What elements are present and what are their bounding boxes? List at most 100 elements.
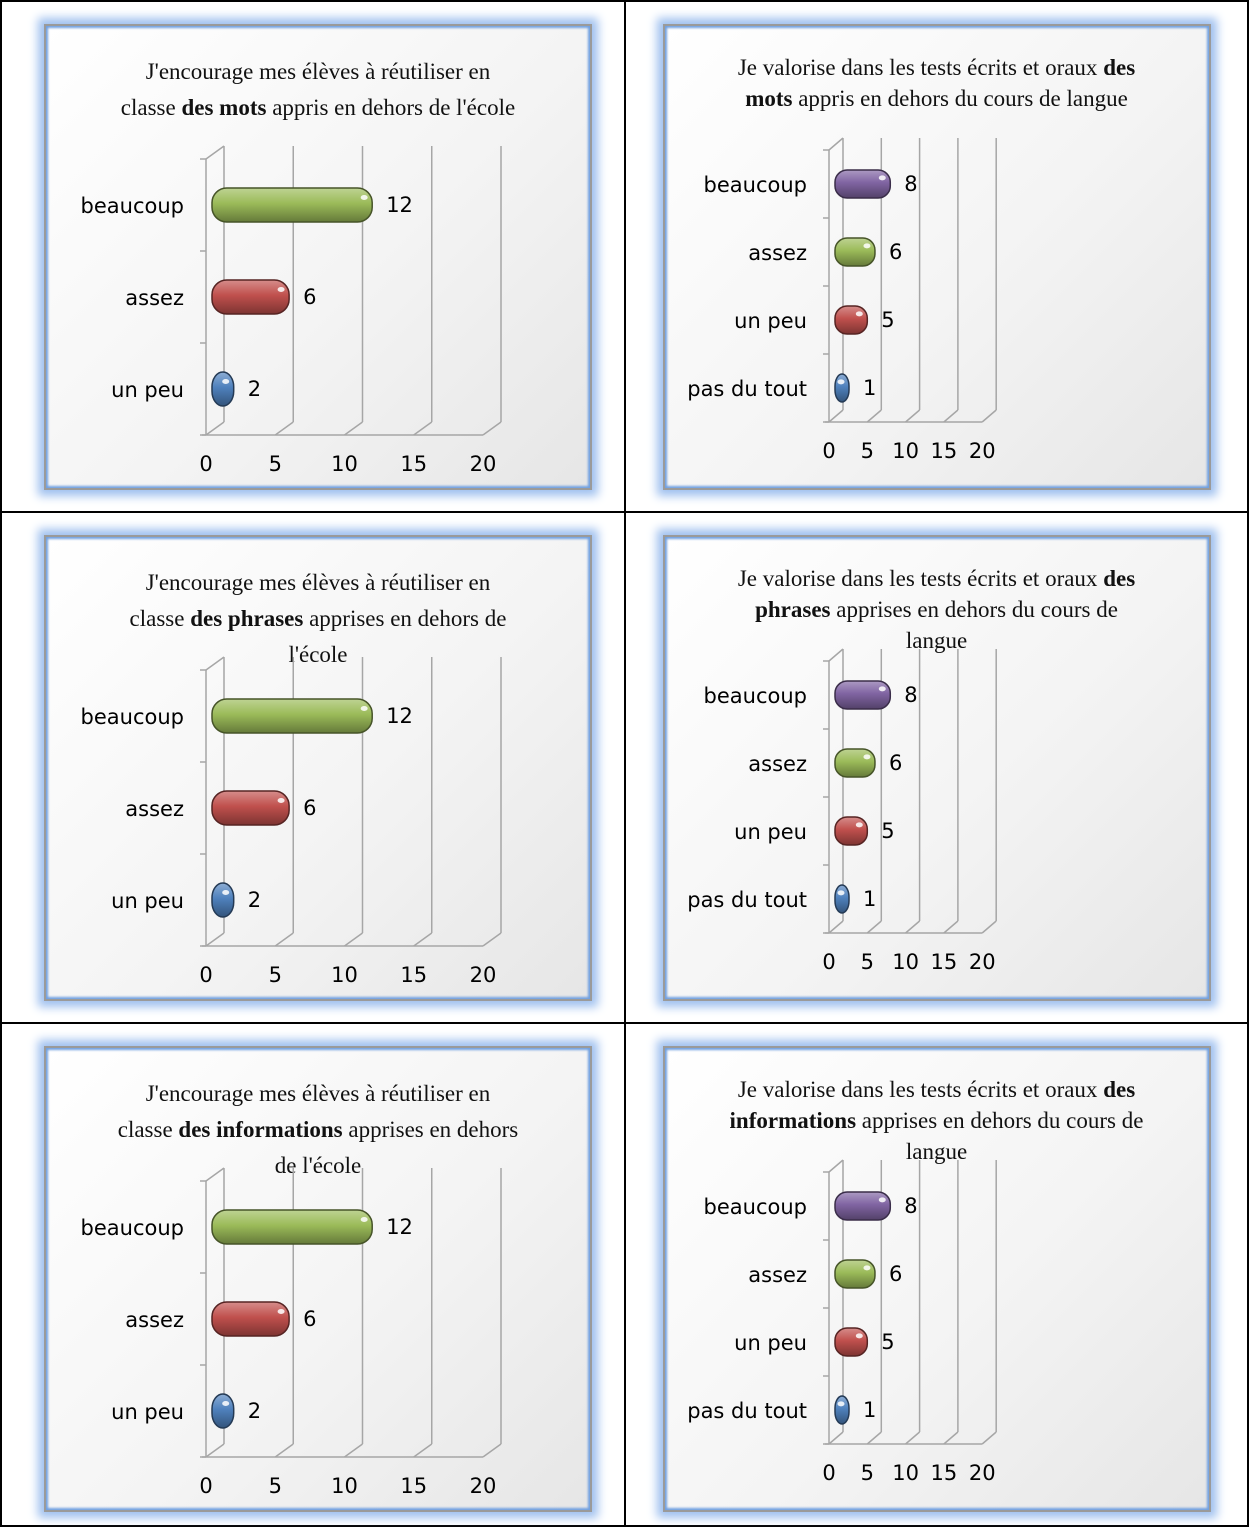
floor-line — [904, 920, 920, 934]
floor-line — [413, 1443, 433, 1458]
floor-line — [866, 409, 882, 423]
x-tick-label: 20 — [968, 439, 995, 463]
bar-value-label: 12 — [386, 1215, 413, 1239]
category-label: un peu — [111, 889, 184, 913]
grid-cell: J'encourage mes élèves à réutiliser en c… — [0, 1022, 626, 1527]
bar-value-label: 6 — [888, 751, 901, 775]
grid-cell: Je valorise dans les tests écrits et ora… — [623, 0, 1249, 513]
chart-title: J'encourage mes élèves à réutiliser en c… — [117, 1081, 519, 1178]
category-label: un peu — [734, 820, 807, 844]
bar-value-label: 12 — [386, 193, 413, 217]
floor-line — [274, 932, 294, 947]
x-tick-label: 0 — [822, 950, 835, 974]
bar-chart-svg: 0 5 10 15 20 12 beaucoup 6 assez 2 un peu — [81, 1167, 502, 1498]
category-label: un peu — [734, 1331, 807, 1355]
y-axis-cap — [828, 648, 843, 662]
x-tick-label: 15 — [400, 452, 427, 476]
floor-line — [482, 421, 502, 436]
bar-chart-svg: 0 5 10 15 20 8 beaucoup 6 assez 5 un peu 1 pas du to… — [687, 137, 997, 463]
x-tick-label: 20 — [968, 1461, 995, 1485]
category-label: assez — [748, 752, 807, 776]
chart-title: Je valorise dans les tests écrits et ora… — [737, 566, 1136, 653]
x-tick-label: 15 — [400, 963, 427, 987]
bar-value-label: 1 — [863, 887, 876, 911]
bar-value-label: 6 — [303, 1307, 316, 1331]
x-tick-label: 5 — [860, 950, 873, 974]
x-tick-label: 0 — [199, 452, 212, 476]
bar — [833, 680, 891, 710]
category-label: beaucoup — [703, 684, 806, 708]
bar — [833, 884, 850, 914]
floor-line — [828, 920, 843, 934]
floor-line — [981, 1431, 997, 1445]
chart-panel: J'encourage mes élèves à réutiliser en c… — [44, 535, 592, 1001]
bar — [833, 1191, 891, 1221]
floor-line — [866, 920, 882, 934]
x-tick-label: 15 — [930, 439, 957, 463]
grid-cell: Je valorise dans les tests écrits et ora… — [623, 511, 1249, 1024]
bar — [833, 169, 891, 199]
bar — [211, 1301, 290, 1337]
bar-value-label: 2 — [248, 377, 261, 401]
bar-value-label: 5 — [881, 308, 894, 332]
x-tick-label: 10 — [892, 439, 919, 463]
category-label: assez — [125, 797, 184, 821]
floor-line — [981, 409, 997, 423]
bar — [833, 1327, 868, 1357]
floor-line — [981, 920, 997, 934]
bar-value-label: 2 — [248, 888, 261, 912]
floor-line — [904, 1431, 920, 1445]
x-tick-label: 5 — [269, 1474, 282, 1498]
floor-line — [942, 920, 958, 934]
floor-line — [344, 1443, 363, 1458]
chart-panel: Je valorise dans les tests écrits et ora… — [662, 24, 1211, 490]
x-tick-label: 15 — [400, 1474, 427, 1498]
grid-cell: Je valorise dans les tests écrits et ora… — [623, 1022, 1249, 1527]
bar — [211, 279, 290, 315]
x-tick-label: 20 — [470, 452, 497, 476]
x-tick-label: 0 — [199, 963, 212, 987]
y-axis-cap — [828, 137, 843, 151]
bar — [833, 237, 876, 267]
floor-line — [205, 421, 225, 436]
category-label: un peu — [111, 378, 184, 402]
category-label: assez — [748, 1263, 807, 1287]
category-label: beaucoup — [81, 1216, 184, 1240]
x-tick-label: 10 — [331, 1474, 358, 1498]
floor-line — [482, 932, 502, 947]
x-tick-label: 10 — [892, 1461, 919, 1485]
bar-chart-svg: 0 5 10 15 20 8 beaucoup 6 assez 5 un peu 1 pas du to… — [687, 1159, 997, 1485]
x-tick-label: 5 — [269, 963, 282, 987]
grid-cell: J'encourage mes élèves à réutiliser en c… — [0, 0, 626, 513]
bar — [211, 790, 290, 826]
bar-value-label: 6 — [888, 240, 901, 264]
bar — [833, 1395, 850, 1425]
category-label: beaucoup — [81, 705, 184, 729]
floor-line — [828, 409, 843, 423]
bar — [833, 373, 850, 403]
category-label: beaucoup — [81, 194, 184, 218]
bar — [211, 371, 235, 407]
bar-value-label: 8 — [904, 683, 917, 707]
category-label: pas du tout — [687, 1399, 807, 1423]
bar — [833, 816, 868, 846]
bar — [211, 1393, 235, 1429]
chart-title: Je valorise dans les tests écrits et ora… — [737, 55, 1136, 111]
bar-value-label: 2 — [248, 1399, 261, 1423]
chart-panel: Je valorise dans les tests écrits et ora… — [662, 535, 1211, 1001]
x-tick-label: 20 — [968, 950, 995, 974]
bar-value-label: 8 — [904, 172, 917, 196]
floor-line — [942, 1431, 958, 1445]
x-tick-label: 15 — [930, 950, 957, 974]
bar — [833, 1259, 876, 1289]
bar — [833, 748, 876, 778]
category-label: assez — [125, 1308, 184, 1332]
bar-value-label: 8 — [904, 1194, 917, 1218]
x-tick-label: 10 — [331, 963, 358, 987]
floor-line — [904, 409, 920, 423]
category-label: beaucoup — [703, 1195, 806, 1219]
floor-line — [942, 409, 958, 423]
x-tick-label: 5 — [860, 1461, 873, 1485]
category-label: beaucoup — [703, 173, 806, 197]
floor-line — [344, 421, 363, 436]
